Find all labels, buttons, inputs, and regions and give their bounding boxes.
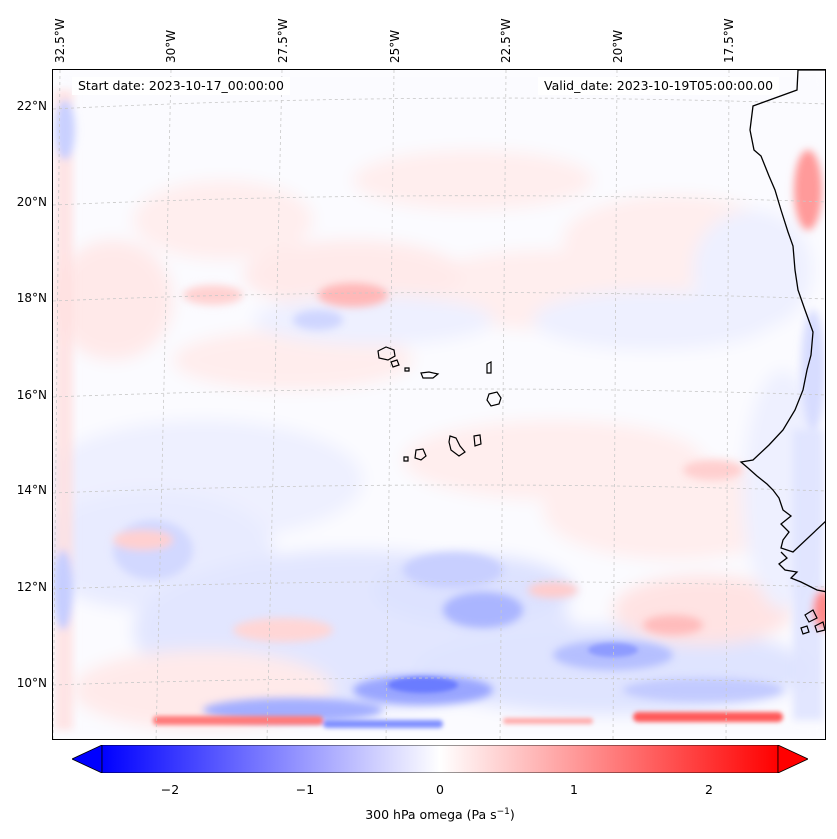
africa-coastline-south — [778, 551, 825, 593]
lat-label-20n: 20°N — [16, 195, 47, 209]
island-fogo — [414, 448, 427, 461]
colorbar-gradient — [101, 745, 779, 773]
lat-label-16n: 16°N — [16, 388, 47, 402]
map-panel — [52, 69, 826, 740]
cape-verde-islands — [377, 346, 502, 462]
bijagos-islands — [800, 609, 825, 635]
lat-label-18n: 18°N — [16, 291, 47, 305]
lat-label-22n: 22°N — [16, 99, 47, 113]
lat-label-12n: 12°N — [16, 580, 47, 594]
island-boa-vista — [486, 391, 502, 407]
omega-field — [53, 70, 825, 739]
island-brava — [403, 456, 409, 462]
lat-label-10n: 10°N — [16, 676, 47, 690]
lon-label-25w: 25°W — [388, 29, 402, 63]
valid-date-label: Valid_date: 2023-10-19T05:00:00.00 — [538, 77, 780, 95]
lon-label-30w: 30°W — [164, 29, 178, 63]
colorbar — [72, 745, 808, 773]
lat-label-14n: 14°N — [16, 483, 47, 497]
colorbar-tick-neg2: −2 — [160, 782, 180, 797]
colorbar-label: 300 hPa omega (Pa s−1) — [365, 807, 515, 823]
lon-label-20w: 20°W — [611, 29, 625, 63]
colorbar-extend-low — [72, 745, 103, 773]
island-sao-vicente — [390, 359, 400, 368]
island-maio — [473, 434, 482, 447]
start-date-label: Start date: 2023-10-17_00:00:00 — [72, 77, 290, 95]
island-santa-luzia — [404, 367, 410, 372]
lon-label-32-5w: 32.5°W — [53, 18, 67, 63]
island-santiago — [448, 435, 466, 457]
colorbar-extend-high — [777, 745, 808, 773]
lon-label-17-5w: 17.5°W — [722, 18, 736, 63]
island-santo-antao — [377, 346, 396, 361]
lon-label-27-5w: 27.5°W — [276, 18, 290, 63]
africa-coastline — [739, 70, 825, 553]
omega-medium-features — [53, 90, 825, 730]
gridlines — [53, 70, 825, 739]
island-sal — [486, 361, 492, 374]
omega-broad-field — [53, 70, 825, 739]
island-sao-nicolau — [420, 371, 440, 379]
colorbar-tick-0: 0 — [436, 782, 444, 797]
omega-sharp-bands — [153, 643, 783, 728]
colorbar-tick-neg1: −1 — [295, 782, 315, 797]
colorbar-tick-1: 1 — [570, 782, 578, 797]
colorbar-tick-2: 2 — [705, 782, 713, 797]
lon-label-22-5w: 22.5°W — [499, 18, 513, 63]
